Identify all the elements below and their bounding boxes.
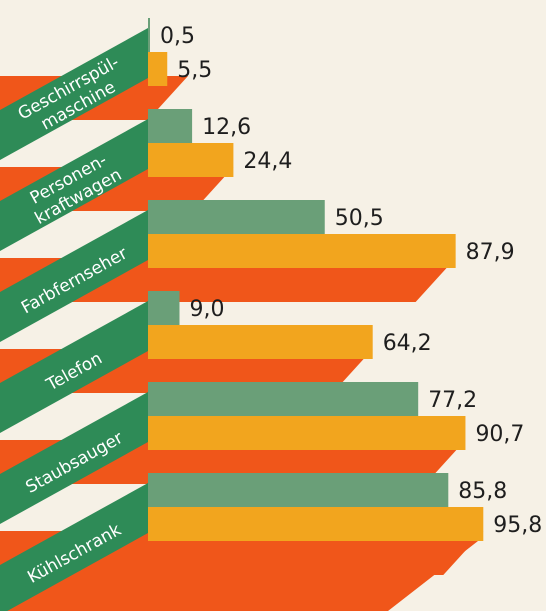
category-label-panel (0, 119, 148, 251)
bar-series-2 (148, 234, 456, 268)
bar-series-1 (148, 382, 419, 416)
value-label-series-1: 9,0 (190, 297, 225, 322)
bar-series-1 (148, 291, 180, 325)
value-label-series-2: 90,7 (475, 422, 524, 447)
value-label-series-2: 5,5 (177, 58, 212, 83)
value-label-series-2: 95,8 (493, 513, 542, 538)
bar-series-1 (148, 200, 325, 234)
value-label-series-1: 12,6 (202, 115, 251, 140)
category-label-panel (0, 301, 148, 433)
value-label-series-1: 77,2 (428, 388, 477, 413)
value-label-series-2: 24,4 (243, 149, 292, 174)
category-label-panel (0, 210, 148, 342)
bar-series-1 (148, 18, 150, 52)
bar-series-2 (148, 52, 168, 86)
bars-layer (148, 18, 484, 541)
bar-series-1 (148, 109, 193, 143)
value-label-series-1: 85,8 (458, 479, 507, 504)
value-label-series-2: 87,9 (466, 240, 515, 265)
bar-series-2 (148, 416, 466, 450)
bar-series-1 (148, 473, 449, 507)
category-label-panel (0, 483, 148, 611)
category-label-panel (0, 392, 148, 524)
value-label-series-2: 64,2 (383, 331, 432, 356)
value-label-series-1: 50,5 (335, 206, 384, 231)
category-label-panel (0, 28, 148, 160)
bar-series-2 (148, 143, 234, 177)
bar-series-2 (148, 325, 373, 359)
value-label-series-1: 0,5 (160, 24, 195, 49)
bar-series-2 (148, 507, 484, 541)
